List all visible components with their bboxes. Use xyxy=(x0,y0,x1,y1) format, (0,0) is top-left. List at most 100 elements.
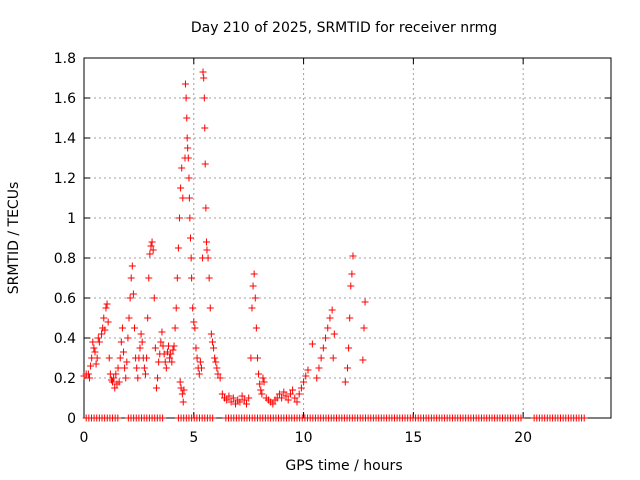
data-point xyxy=(218,390,226,398)
data-point xyxy=(187,254,195,262)
data-point xyxy=(102,304,110,312)
data-point xyxy=(154,374,162,382)
data-point xyxy=(89,338,97,346)
data-point xyxy=(85,374,93,382)
x-tick-label: 20 xyxy=(514,430,532,446)
data-point xyxy=(127,274,135,282)
data-point xyxy=(122,374,130,382)
data-point xyxy=(129,290,137,298)
data-point xyxy=(211,354,219,362)
data-point xyxy=(329,354,337,362)
x-tick-label: 15 xyxy=(404,430,422,446)
data-point xyxy=(199,68,207,76)
data-point xyxy=(183,114,191,122)
data-point xyxy=(112,370,120,378)
data-point xyxy=(92,360,100,368)
data-point xyxy=(317,354,325,362)
data-point xyxy=(181,80,189,88)
data-point xyxy=(322,334,330,342)
data-point xyxy=(141,370,149,378)
data-point xyxy=(177,184,185,192)
data-point xyxy=(247,354,255,362)
data-point xyxy=(257,386,265,394)
data-point xyxy=(295,390,303,398)
y-tick-label: 0.8 xyxy=(54,251,76,267)
data-point xyxy=(98,330,106,338)
data-point xyxy=(232,400,240,408)
data-point xyxy=(148,238,156,246)
y-tick-label: 1.2 xyxy=(54,171,76,187)
data-point xyxy=(278,394,286,402)
data-point xyxy=(149,246,157,254)
data-point xyxy=(242,400,250,408)
data-point xyxy=(114,414,122,422)
data-point xyxy=(185,194,193,202)
grid xyxy=(84,58,611,418)
data-point xyxy=(280,388,288,396)
data-point xyxy=(95,338,103,346)
data-point xyxy=(171,324,179,332)
data-point xyxy=(169,346,177,354)
data-point xyxy=(330,330,338,338)
data-point xyxy=(291,394,299,402)
data-point xyxy=(178,390,186,398)
data-point xyxy=(133,364,141,372)
data-point xyxy=(179,194,187,202)
data-point xyxy=(174,244,182,252)
data-point xyxy=(229,394,237,402)
data-point xyxy=(197,364,205,372)
data-point xyxy=(360,324,368,332)
data-point xyxy=(176,378,184,386)
data-point xyxy=(145,274,153,282)
data-point xyxy=(345,344,353,352)
data-point xyxy=(151,344,159,352)
data-point xyxy=(201,160,209,168)
data-point xyxy=(203,238,211,246)
data-point xyxy=(157,338,165,346)
data-point xyxy=(248,304,256,312)
data-point xyxy=(131,324,139,332)
plot-frame xyxy=(83,57,612,419)
data-point xyxy=(214,370,222,378)
data-point xyxy=(159,414,167,422)
data-point xyxy=(213,364,221,372)
data-point xyxy=(315,364,323,372)
data-point xyxy=(326,314,334,322)
data-point xyxy=(103,300,111,308)
data-point xyxy=(225,392,233,400)
data-point xyxy=(346,314,354,322)
data-point xyxy=(144,314,152,322)
data-point xyxy=(348,270,356,278)
data-point xyxy=(115,378,123,386)
data-point xyxy=(176,214,184,222)
data-point xyxy=(118,324,126,332)
data-point xyxy=(260,378,268,386)
data-point xyxy=(167,350,175,358)
data-point xyxy=(284,396,292,404)
data-point xyxy=(210,344,218,352)
data-point xyxy=(188,274,196,282)
data-point xyxy=(110,374,118,382)
data-point xyxy=(212,358,220,366)
data-point xyxy=(140,364,148,372)
data-point xyxy=(259,374,267,382)
y-tick-label: 0 xyxy=(67,411,76,427)
data-point xyxy=(191,324,199,332)
data-point xyxy=(178,164,186,172)
data-point xyxy=(206,304,214,312)
data-point xyxy=(256,380,264,388)
y-axis-label: SRMTID / TECUs xyxy=(6,182,22,295)
data-point xyxy=(349,252,357,260)
data-point xyxy=(249,282,257,290)
data-point xyxy=(186,214,194,222)
data-point xyxy=(359,356,367,364)
data-point xyxy=(94,334,102,342)
data-point xyxy=(240,396,248,404)
data-point xyxy=(117,338,125,346)
y-tick-label: 1.4 xyxy=(54,131,76,147)
x-tick-label: 5 xyxy=(189,430,198,446)
data-point xyxy=(251,294,259,302)
data-points xyxy=(80,68,588,422)
data-point xyxy=(125,314,133,322)
